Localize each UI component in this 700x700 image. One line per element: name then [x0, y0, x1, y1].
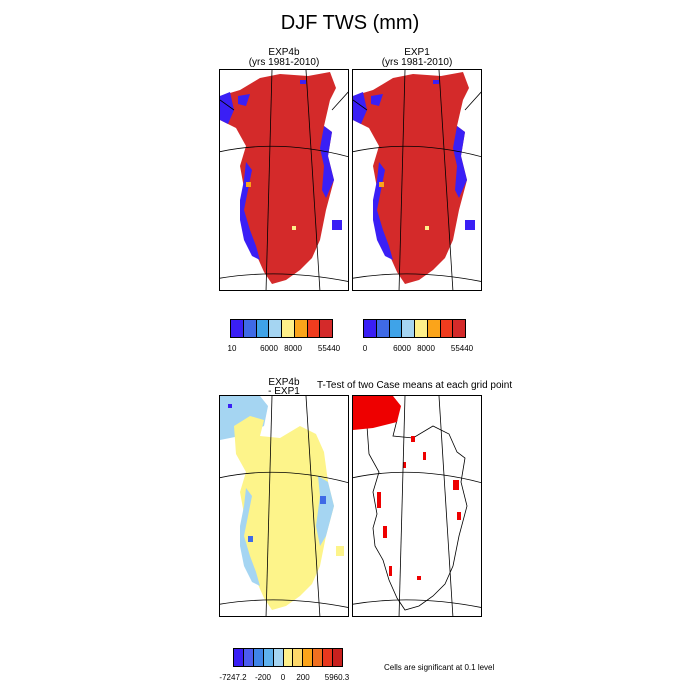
colorbar-swatch [269, 320, 282, 337]
map-panel-exp1 [352, 69, 482, 291]
colorbar-exp1 [363, 319, 466, 338]
panel-title-exp4b-line1: EXP4b [268, 47, 300, 58]
colorbar-swatch [263, 649, 274, 666]
colorbar-diff [233, 648, 343, 667]
colorbar-exp4b [230, 319, 333, 338]
colorbar-swatch [440, 320, 454, 337]
colorbar-exp4b-tick: 55440 [317, 344, 341, 353]
colorbar-swatch [293, 649, 304, 666]
colorbar-swatch [231, 320, 244, 337]
colorbar-swatch [294, 320, 308, 337]
panel-title-ttest: T-Test of two Case means at each grid po… [317, 380, 513, 391]
colorbar-swatch [427, 320, 441, 337]
colorbar-diff-tick: 200 [296, 673, 310, 682]
colorbar-swatch [364, 320, 377, 337]
colorbar-diff-tick: -200 [254, 673, 272, 682]
colorbar-exp1-tick: 8000 [417, 344, 435, 353]
colorbar-swatch [376, 320, 390, 337]
colorbar-diff-tick: -7247.2 [219, 673, 247, 682]
panel-title-exp1-line1: EXP1 [404, 47, 430, 58]
colorbar-swatch [303, 649, 314, 666]
colorbar-swatch [253, 649, 264, 666]
colorbar-swatch [333, 649, 342, 666]
panel-title-diff-line1: EXP4b [268, 377, 300, 388]
greenland-map-ttest [353, 396, 481, 616]
colorbar-swatch [415, 320, 428, 337]
colorbar-exp4b-tick: 10 [227, 344, 237, 353]
colorbar-swatch [307, 320, 321, 337]
map-panel-ttest [352, 395, 482, 617]
colorbar-swatch [389, 320, 403, 337]
colorbar-swatch [313, 649, 324, 666]
panel-title-exp4b-line2: (yrs 1981-2010) [248, 57, 320, 68]
greenland-map-exp1 [353, 70, 481, 290]
colorbar-swatch [256, 320, 270, 337]
colorbar-swatch [282, 320, 295, 337]
colorbar-swatch [234, 649, 244, 666]
colorbar-swatch [402, 320, 415, 337]
colorbar-swatch [273, 649, 284, 666]
figure-title: DJF TWS (mm) [280, 12, 420, 34]
colorbar-swatch [453, 320, 465, 337]
significance-note: Cells are significant at 0.1 level [384, 663, 495, 672]
map-panel-diff [219, 395, 349, 617]
colorbar-swatch [323, 649, 334, 666]
colorbar-exp1-tick: 55440 [450, 344, 474, 353]
map-panel-exp4b [219, 69, 349, 291]
colorbar-exp4b-tick: 6000 [260, 344, 278, 353]
panel-title-diff-line2: - EXP1 [268, 386, 300, 397]
colorbar-swatch [283, 649, 294, 666]
colorbar-diff-tick: 5960.3 [324, 673, 350, 682]
colorbar-exp1-tick: 0 [362, 344, 368, 353]
colorbar-exp4b-tick: 8000 [284, 344, 302, 353]
panel-title-exp1-line2: (yrs 1981-2010) [381, 57, 453, 68]
greenland-map-diff [220, 396, 348, 616]
greenland-map-exp4b [220, 70, 348, 290]
colorbar-swatch [243, 649, 254, 666]
colorbar-swatch [320, 320, 332, 337]
colorbar-exp1-tick: 6000 [393, 344, 411, 353]
colorbar-diff-tick: 0 [280, 673, 286, 682]
colorbar-swatch [243, 320, 257, 337]
